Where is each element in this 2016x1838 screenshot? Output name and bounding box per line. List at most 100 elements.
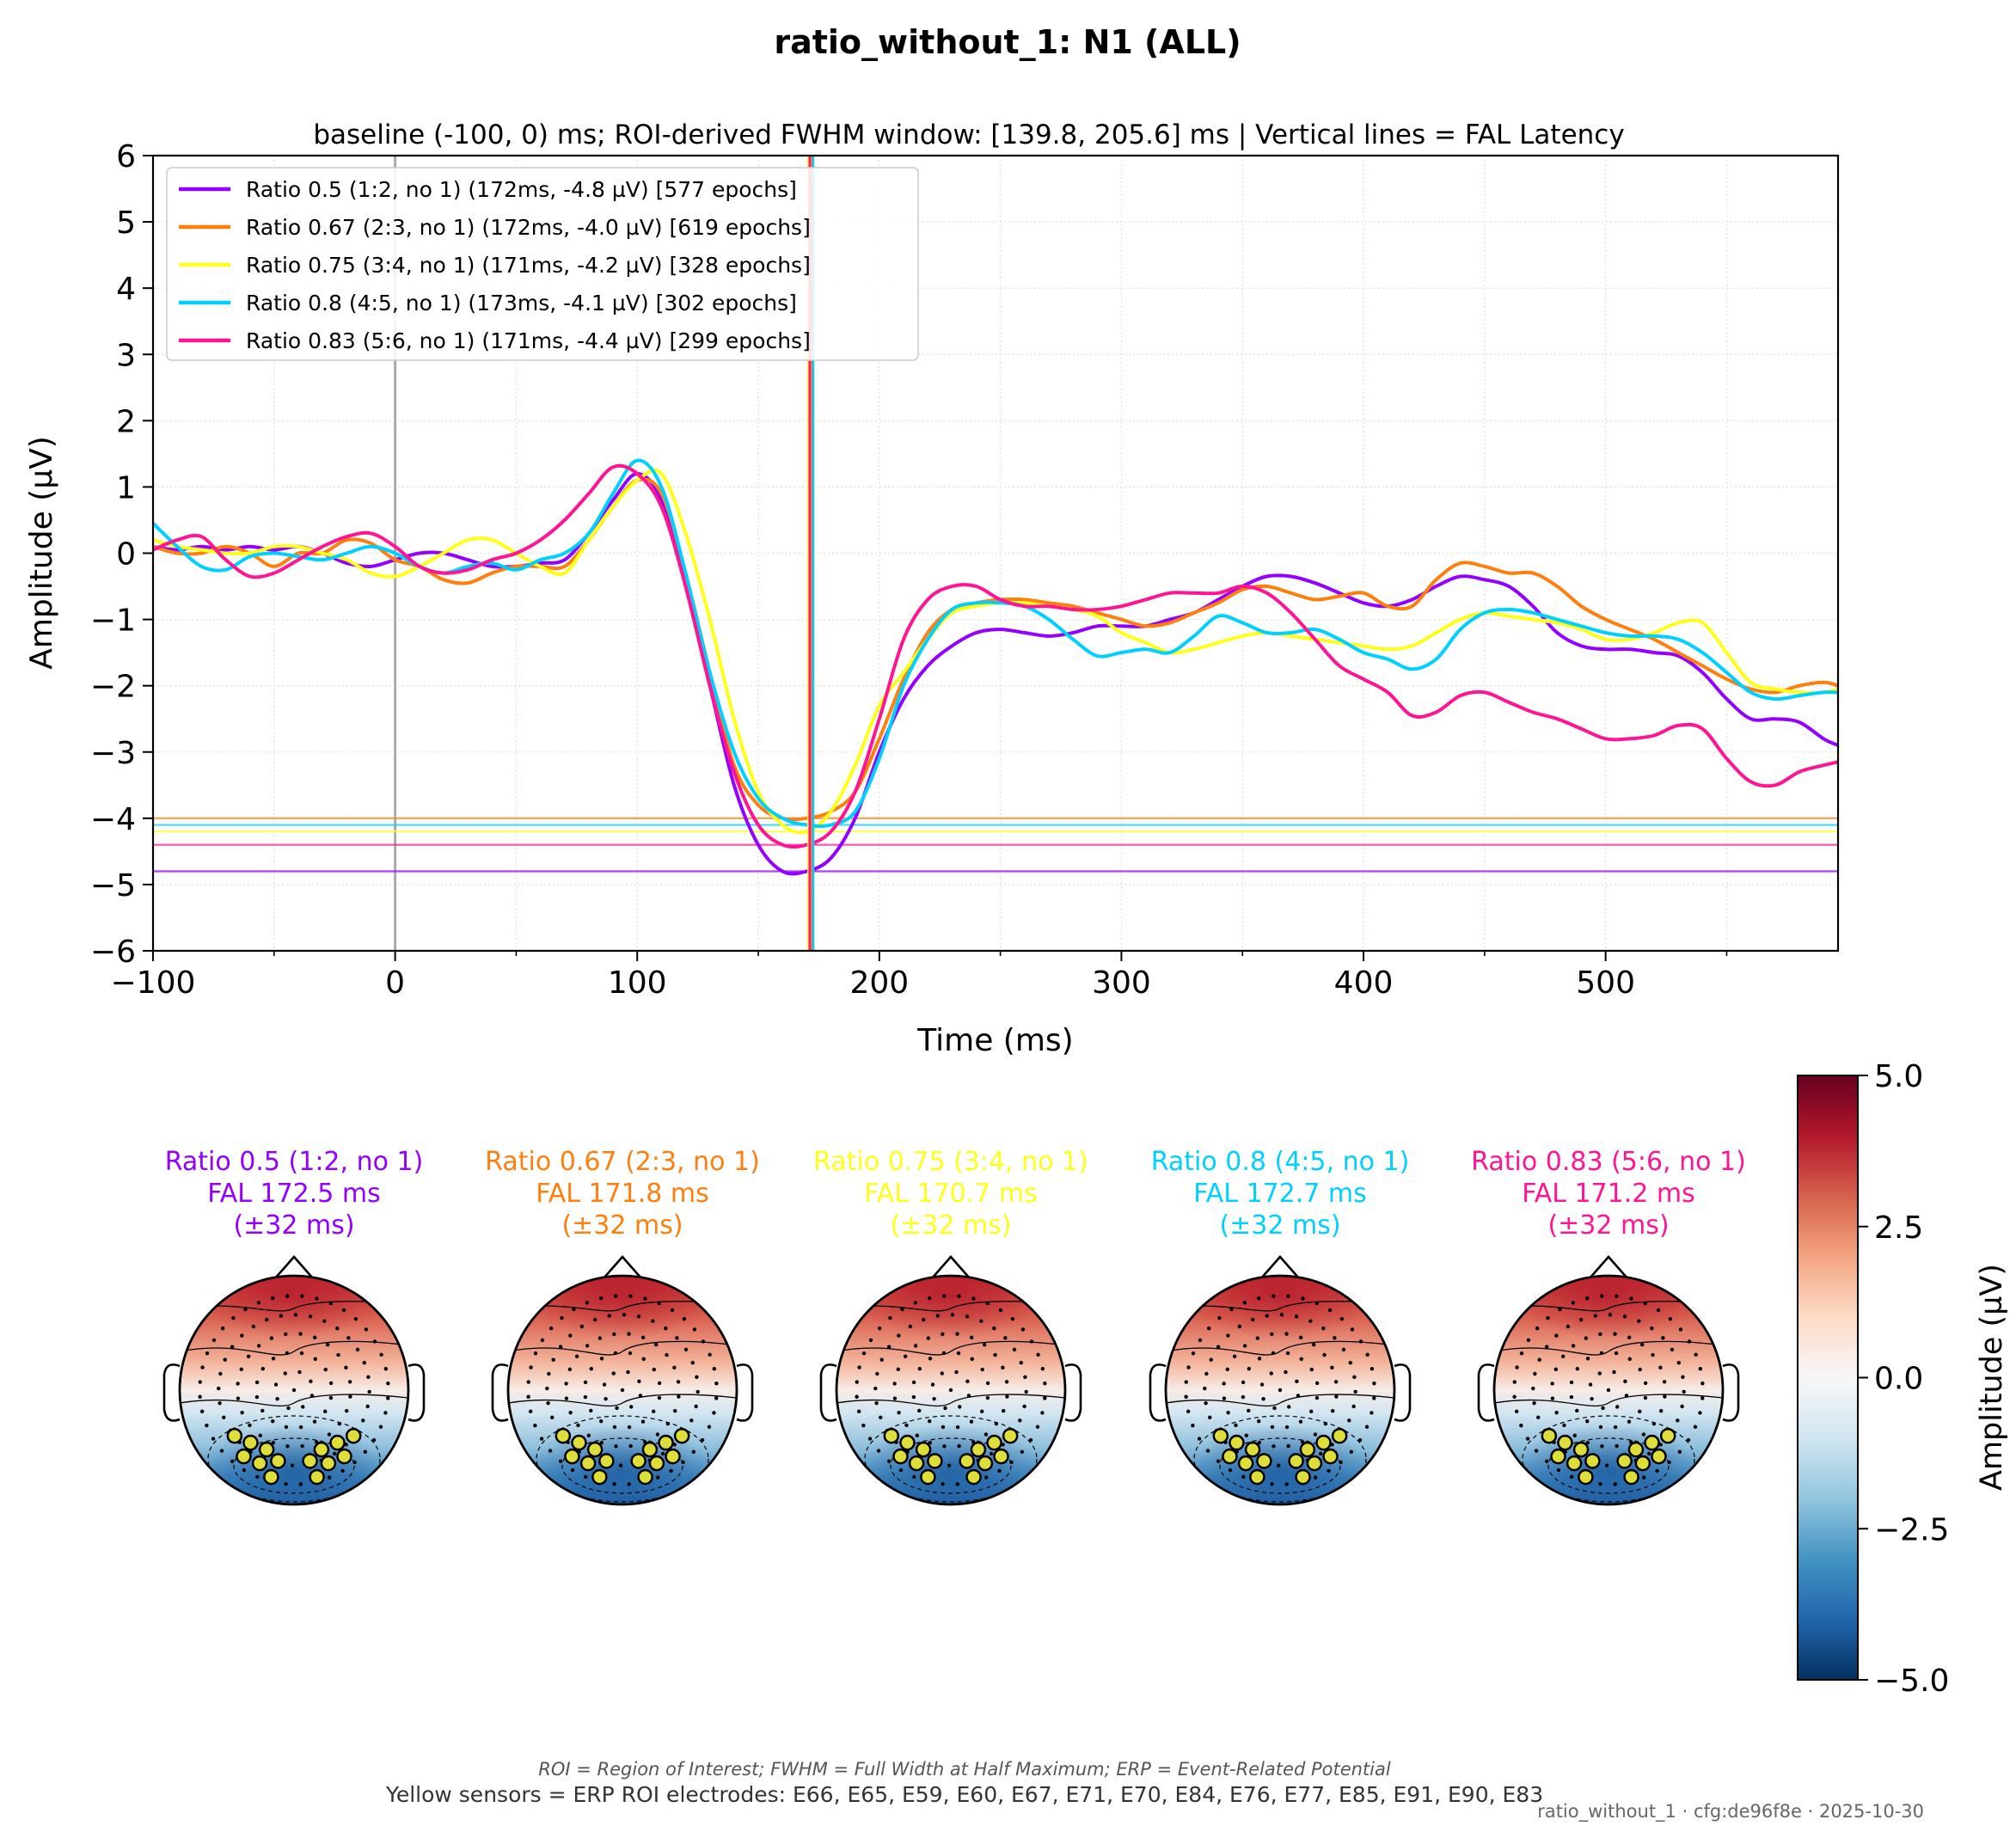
sensor-dot (335, 1326, 340, 1331)
sensor-dot (1698, 1367, 1703, 1371)
left-ear-outline (1477, 1363, 1495, 1422)
sensor-dot (985, 1395, 990, 1400)
topomap-positive-region (199, 1276, 389, 1339)
sensor-dot (1519, 1351, 1524, 1356)
contour-negative-2 (561, 1437, 683, 1494)
sensor-dot (1287, 1405, 1291, 1409)
sensor-dot (989, 1451, 994, 1456)
sensor-dot (681, 1460, 685, 1465)
topomap-window-3: (±32 ms) (890, 1210, 1011, 1241)
sensor-dot (611, 1371, 616, 1375)
sensor-dot (1575, 1367, 1579, 1371)
sensor-dot (1608, 1313, 1613, 1317)
sensor-dot (1658, 1408, 1664, 1413)
roi-sensor (1584, 1453, 1601, 1469)
sensor-dot (892, 1382, 897, 1386)
roi-sensor (263, 1468, 279, 1486)
sensor-dot (568, 1333, 573, 1338)
sensor-dot (1018, 1418, 1022, 1423)
sensor-dot (1680, 1404, 1684, 1409)
sensor-dot (856, 1409, 861, 1413)
sensor-dot (361, 1418, 365, 1423)
footnote-roi-electrodes: Yellow sensors = ERP ROI electrodes: E66… (385, 1782, 1543, 1807)
sensor-dot (917, 1367, 922, 1371)
sensor-dot (950, 1313, 955, 1317)
x-tick-label: 100 (608, 965, 667, 1001)
roi-sensor (586, 1441, 604, 1458)
roi-sensor (345, 1427, 362, 1444)
contour-positive-2 (508, 1340, 737, 1356)
sensor-dot (1040, 1411, 1045, 1415)
topomap-1: Ratio 0.5 (1:2, no 1)FAL 172.5 ms(±32 ms… (162, 1147, 426, 1506)
colorbar-tick-label: 5.0 (1874, 1059, 1923, 1094)
topomap-positive-region (1514, 1276, 1703, 1339)
sensor-dot (614, 1444, 618, 1449)
sensor-dot (1242, 1344, 1247, 1348)
contour-positive-2 (1166, 1340, 1394, 1356)
sensor-dot (299, 1351, 304, 1356)
sensor-dot (312, 1419, 317, 1424)
sensor-dot (1656, 1308, 1661, 1313)
sensor-dot (284, 1332, 288, 1337)
sensor-dot (570, 1467, 575, 1473)
contour-zero (836, 1394, 1065, 1407)
sensor-dot (1247, 1408, 1251, 1413)
sensor-dot (1191, 1351, 1196, 1356)
sensor-dot (279, 1314, 283, 1318)
contour-negative-1 (1522, 1415, 1695, 1503)
roi-sensor (920, 1468, 936, 1486)
sensor-dot (386, 1396, 390, 1400)
sensor-dot (211, 1437, 216, 1441)
sensor-dot (985, 1381, 990, 1386)
sensor-dot (957, 1443, 961, 1449)
sensor-dot (1208, 1415, 1212, 1419)
sensor-dot (315, 1296, 319, 1301)
colorbar: 5.0 2.5 0.0 −2.5 −5.0 Amplitude (µV) (1797, 1059, 2009, 1699)
sensor-dot (1286, 1443, 1290, 1449)
sensor-dot (1615, 1294, 1619, 1298)
series-line-5 (153, 463, 1838, 849)
sensor-dot (965, 1379, 970, 1383)
sensor-dot (1237, 1324, 1242, 1329)
sensor-dot (1294, 1314, 1299, 1319)
sensor-dot (954, 1369, 959, 1375)
sensor-dot (1204, 1401, 1208, 1406)
sensor-dot (1322, 1352, 1327, 1357)
erp-series (153, 458, 1838, 876)
roi-sensor (959, 1453, 975, 1469)
contour-zero (508, 1394, 737, 1407)
sensor-dot (1271, 1351, 1276, 1356)
sensor-dot (877, 1326, 882, 1331)
sensor-dot (291, 1388, 297, 1393)
sensor-dot (1184, 1394, 1188, 1399)
topomap-window-2: (±32 ms) (561, 1210, 683, 1241)
sensor-dot (912, 1474, 916, 1480)
sensor-dot (665, 1421, 671, 1426)
roi-sensor (927, 1453, 943, 1469)
sensor-dot (1658, 1365, 1663, 1370)
sensor-dot (979, 1319, 983, 1323)
sensor-dot (876, 1449, 881, 1453)
roi-sensor (648, 1455, 665, 1472)
sensor-dot (386, 1382, 390, 1386)
sensor-dot (1600, 1444, 1604, 1449)
sensor-dot (293, 1313, 298, 1317)
roi-sensor (1222, 1448, 1238, 1465)
sensor-dot (955, 1424, 960, 1430)
sensor-dot (1651, 1352, 1655, 1357)
sensor-dot (928, 1440, 933, 1445)
sensor-dot (1598, 1332, 1602, 1337)
sensor-dot (1186, 1365, 1191, 1369)
roi-sensor (1557, 1434, 1573, 1451)
sensor-dot (589, 1408, 593, 1413)
sensor-dot (1370, 1411, 1374, 1415)
sensor-dot (327, 1475, 332, 1480)
sensor-dot (1599, 1351, 1604, 1356)
sensor-dot (1284, 1424, 1290, 1430)
sensor-dot (1585, 1357, 1590, 1361)
erp-subtitle: baseline (-100, 0) ms; ROI-derived FWHM … (313, 119, 1624, 150)
y-ticks: −6 −5 −4 −3 −2 −1 0 1 2 3 4 5 6 (90, 139, 153, 970)
sensor-dot (971, 1296, 976, 1301)
sensor-dot (546, 1401, 550, 1406)
sensor-dot (347, 1380, 352, 1384)
